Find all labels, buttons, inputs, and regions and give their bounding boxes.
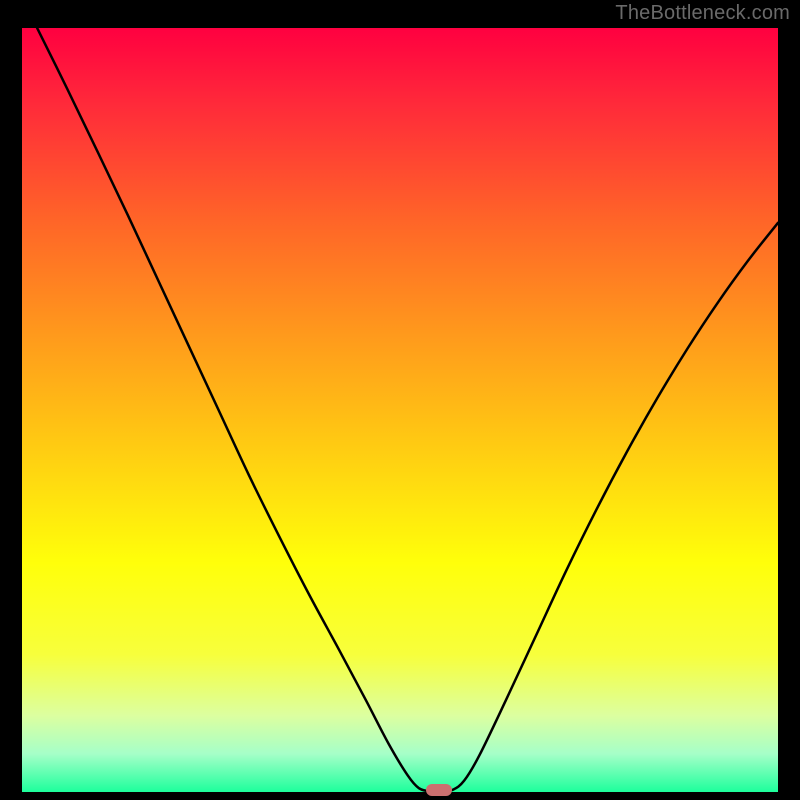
minimum-marker: [426, 784, 452, 796]
watermark-text: TheBottleneck.com: [615, 2, 790, 25]
chart-container: TheBottleneck.com: [0, 0, 800, 800]
bottleneck-curve-chart: [22, 28, 778, 792]
chart-background: [22, 28, 778, 792]
